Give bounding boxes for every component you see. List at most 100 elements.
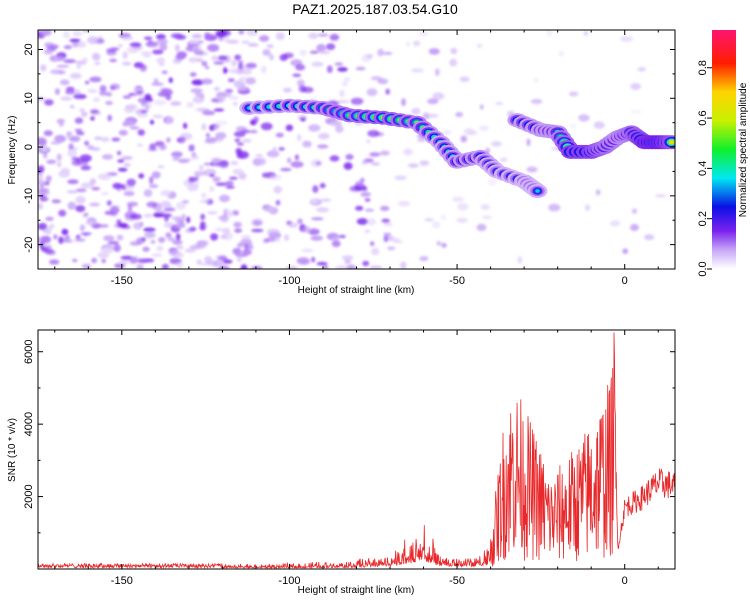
noise-blob — [238, 61, 243, 70]
snr-xlabel: Height of straight line (km) — [298, 585, 415, 596]
noise-blob — [201, 61, 208, 67]
noise-blob — [316, 161, 321, 165]
noise-blob — [417, 138, 426, 142]
noise-blob — [143, 213, 153, 218]
noise-blob — [234, 138, 241, 143]
noise-blob — [163, 207, 176, 212]
noise-blob — [266, 44, 274, 49]
noise-blob — [157, 165, 165, 169]
noise-blob — [118, 129, 128, 136]
noise-blob — [156, 57, 166, 64]
noise-blob — [278, 147, 285, 151]
noise-blob — [228, 96, 239, 100]
noise-blob — [99, 85, 107, 92]
noise-blob — [411, 108, 421, 115]
noise-blob — [186, 216, 191, 224]
noise-blob — [231, 210, 240, 216]
noise-blob — [45, 45, 59, 50]
noise-blob — [49, 223, 55, 230]
noise-blob — [427, 98, 439, 105]
spectrogram-noise — [38, 30, 667, 269]
noise-blob — [158, 62, 165, 66]
noise-blob — [97, 224, 109, 228]
noise-blob — [593, 121, 605, 129]
noise-blob — [360, 177, 365, 183]
noise-blob — [578, 114, 590, 122]
noise-blob — [51, 199, 62, 204]
noise-blob — [43, 130, 53, 137]
noise-blob — [72, 258, 78, 263]
noise-blob — [158, 236, 166, 243]
noise-blob — [329, 33, 340, 41]
noise-blob — [110, 86, 116, 91]
noise-blob — [491, 141, 502, 147]
noise-blob — [67, 201, 77, 210]
noise-blob — [89, 178, 96, 185]
noise-blob — [136, 263, 144, 269]
noise-blob — [261, 172, 270, 178]
noise-blob — [237, 151, 249, 159]
noise-blob — [153, 99, 167, 106]
noise-blob — [334, 62, 343, 67]
noise-blob — [168, 77, 173, 84]
noise-blob — [275, 32, 285, 41]
noise-blob — [152, 212, 164, 218]
noise-blob — [419, 160, 430, 166]
noise-blob — [180, 136, 186, 143]
noise-blob — [644, 234, 655, 241]
colorbar: 0.0 0.2 0.4 0.6 0.8 Normalized spectral ampl… — [697, 30, 749, 277]
noise-blob — [189, 72, 197, 77]
noise-blob — [143, 189, 153, 197]
noise-blob — [432, 92, 445, 100]
noise-blob — [268, 54, 274, 61]
x-tick-label: -100 — [278, 275, 300, 287]
noise-blob — [401, 98, 406, 107]
noise-blob — [85, 220, 97, 226]
noise-blob — [302, 140, 312, 148]
noise-blob — [343, 162, 353, 170]
noise-blob — [609, 220, 621, 227]
colorbar-tick-label: 0.0 — [697, 261, 709, 276]
noise-blob — [311, 199, 317, 204]
noise-blob — [41, 243, 49, 247]
noise-blob — [398, 200, 411, 207]
y-tick-label: 4000 — [23, 412, 35, 436]
noise-blob — [275, 199, 281, 206]
noise-blob — [441, 242, 447, 248]
noise-blob — [296, 257, 310, 265]
noise-blob — [40, 235, 52, 244]
noise-blob — [233, 221, 242, 228]
noise-blob — [449, 58, 458, 67]
noise-blob — [117, 223, 129, 228]
noise-blob — [211, 259, 225, 266]
noise-blob — [89, 202, 101, 207]
noise-blob — [311, 217, 324, 221]
noise-blob — [169, 250, 182, 257]
noise-blob — [253, 116, 259, 123]
noise-blob — [312, 185, 319, 193]
noise-blob — [43, 248, 55, 254]
noise-blob — [569, 91, 579, 97]
noise-blob — [151, 253, 163, 257]
noise-blob — [344, 259, 352, 264]
noise-blob — [200, 213, 206, 221]
noise-blob — [43, 49, 54, 55]
noise-blob — [452, 196, 464, 202]
noise-blob — [548, 203, 561, 212]
noise-blob — [90, 109, 100, 114]
noise-blob — [63, 59, 76, 64]
noise-blob — [38, 139, 46, 143]
noise-blob — [206, 211, 218, 215]
noise-blob — [450, 47, 458, 55]
noise-blob — [214, 227, 226, 232]
noise-blob — [151, 171, 161, 179]
noise-blob — [558, 50, 565, 57]
noise-blob — [341, 255, 354, 261]
noise-blob — [280, 167, 292, 172]
noise-blob — [456, 217, 468, 223]
noise-blob — [371, 247, 380, 256]
noise-blob — [290, 161, 304, 168]
noise-blob — [495, 102, 504, 105]
noise-blob — [136, 237, 146, 244]
noise-blob — [170, 101, 182, 106]
